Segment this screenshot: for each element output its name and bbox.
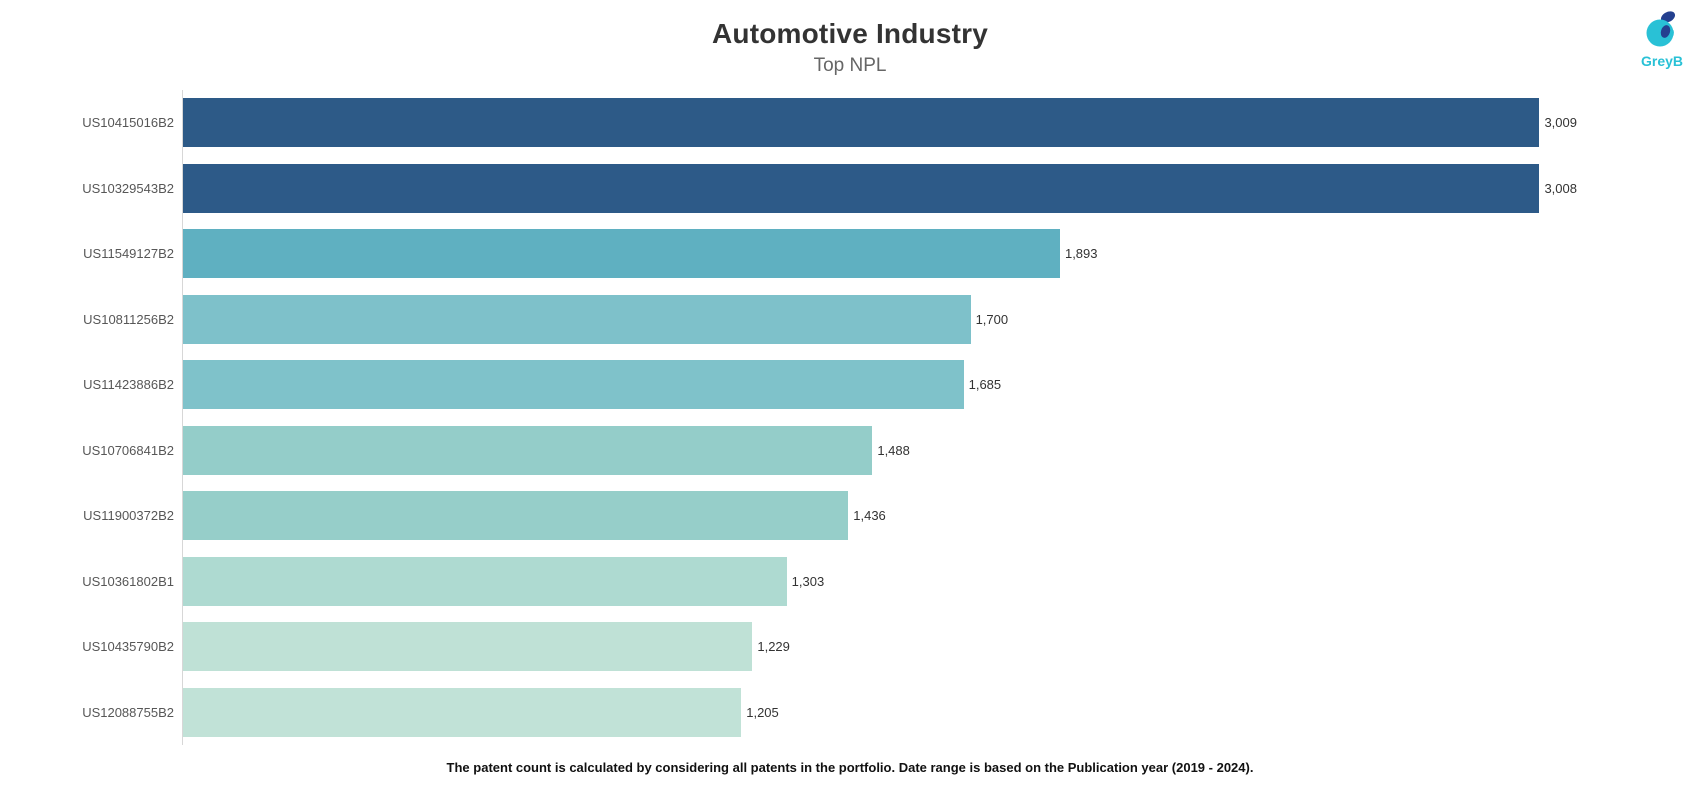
value-label: 1,893	[1064, 246, 1098, 262]
value-label: 3,008	[1544, 180, 1577, 196]
chart-header: Automotive Industry Top NPL	[0, 18, 1700, 77]
bar[interactable]	[183, 687, 742, 737]
bar[interactable]	[183, 556, 787, 606]
bar[interactable]	[183, 163, 1540, 213]
bar[interactable]	[183, 360, 964, 410]
bar-chart: US10415016B2 3,009 US10329543B2 3,008 US1154…	[82, 90, 1577, 745]
chart-subtitle: Top NPL	[813, 55, 887, 76]
bar[interactable]	[183, 98, 1540, 147]
category-label: US10361802B1	[82, 573, 174, 589]
category-label: US10329543B2	[82, 180, 174, 196]
category-label: US10706841B2	[82, 442, 174, 458]
greyb-logo: GreyB	[1630, 8, 1694, 69]
category-label: US10435790B2	[82, 639, 174, 655]
footer-note: The patent count is calculated by consid…	[446, 760, 1254, 775]
bar[interactable]	[183, 425, 873, 475]
value-label: 1,229	[757, 639, 790, 655]
bar-row: US11423886B2 1,685	[83, 360, 1577, 410]
bar[interactable]	[183, 622, 753, 672]
greyb-logo-icon	[1646, 11, 1676, 47]
bar[interactable]	[183, 491, 849, 541]
category-label: US11900372B2	[83, 508, 174, 524]
bar-row: US10415016B2 3,009	[82, 98, 1577, 147]
bar-row: US10706841B2 1,488	[82, 425, 1577, 475]
value-label: 1,685	[968, 377, 1002, 393]
category-label: US11423886B2	[83, 377, 174, 393]
value-label: 3,009	[1544, 115, 1577, 130]
bar[interactable]	[183, 294, 971, 344]
bar[interactable]	[183, 229, 1060, 279]
value-label: 1,488	[877, 442, 910, 458]
value-label: 1,700	[975, 311, 1009, 327]
bar-row: US12088755B2 1,205	[82, 687, 1577, 737]
chart-title: Automotive Industry	[711, 18, 989, 49]
value-label: 1,205	[746, 704, 779, 720]
bar-row: US10435790B2 1,229	[82, 622, 1577, 672]
bar-row: US10329543B2 3,008	[82, 163, 1577, 213]
value-label: 1,303	[791, 573, 825, 589]
bar-row: US10811256B2 1,700	[83, 294, 1577, 344]
greyb-logo-text: GreyB	[1640, 53, 1684, 69]
category-label: US10811256B2	[83, 311, 174, 327]
bar-row: US11900372B2 1,436	[83, 491, 1577, 541]
bar-row: US11549127B2 1,893	[83, 229, 1577, 279]
category-label: US12088755B2	[82, 704, 174, 720]
category-label: US11549127B2	[83, 246, 174, 262]
value-label: 1,436	[853, 508, 886, 524]
bar-row: US10361802B1 1,303	[82, 556, 1577, 606]
category-label: US10415016B2	[82, 115, 174, 130]
